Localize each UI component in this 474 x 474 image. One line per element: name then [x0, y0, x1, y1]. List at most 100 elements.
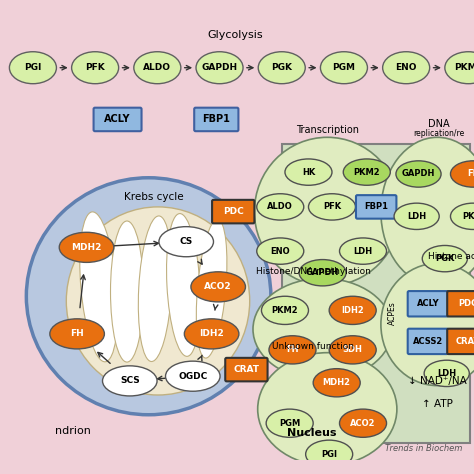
Text: ALDO: ALDO	[143, 63, 171, 72]
Ellipse shape	[50, 319, 104, 349]
FancyBboxPatch shape	[212, 200, 255, 223]
Ellipse shape	[381, 264, 474, 385]
Ellipse shape	[313, 369, 360, 397]
Text: ↑ ATP: ↑ ATP	[422, 400, 453, 410]
Text: ndrion: ndrion	[55, 426, 91, 436]
Text: Histone/DNA methylation: Histone/DNA methylation	[256, 267, 371, 276]
Ellipse shape	[450, 203, 474, 229]
Ellipse shape	[110, 221, 144, 362]
Text: LDH: LDH	[437, 369, 456, 378]
FancyBboxPatch shape	[93, 108, 142, 131]
Ellipse shape	[257, 194, 304, 220]
Ellipse shape	[184, 319, 239, 349]
Ellipse shape	[59, 232, 114, 263]
Ellipse shape	[134, 52, 181, 84]
Text: Histone acetylati: Histone acetylati	[428, 252, 474, 261]
Text: PGK: PGK	[271, 63, 292, 72]
Ellipse shape	[166, 214, 200, 356]
Ellipse shape	[257, 238, 304, 264]
Text: SDH: SDH	[343, 346, 363, 355]
Ellipse shape	[255, 137, 400, 286]
Ellipse shape	[339, 238, 386, 264]
Ellipse shape	[381, 137, 474, 286]
Ellipse shape	[196, 219, 227, 358]
Text: FBP1: FBP1	[202, 114, 230, 125]
Text: Transcription: Transcription	[296, 125, 359, 135]
Ellipse shape	[299, 260, 346, 286]
Text: Trends in Biochem: Trends in Biochem	[384, 444, 462, 453]
Text: LDH: LDH	[354, 246, 373, 255]
Ellipse shape	[343, 159, 390, 185]
Ellipse shape	[309, 194, 356, 220]
FancyBboxPatch shape	[447, 328, 474, 354]
Text: Unknown function: Unknown function	[272, 342, 354, 351]
Ellipse shape	[383, 52, 429, 84]
FancyBboxPatch shape	[408, 328, 448, 354]
Text: PKM: PKM	[463, 212, 474, 221]
Text: MDH2: MDH2	[323, 378, 351, 387]
Ellipse shape	[445, 52, 474, 84]
Text: ACSS2: ACSS2	[413, 337, 443, 346]
Text: PGM: PGM	[332, 63, 356, 72]
Ellipse shape	[258, 52, 305, 84]
Text: OGDC: OGDC	[178, 372, 208, 381]
Ellipse shape	[138, 216, 172, 362]
Ellipse shape	[329, 336, 376, 364]
Ellipse shape	[27, 178, 271, 415]
Text: ENO: ENO	[395, 63, 417, 72]
Ellipse shape	[396, 161, 441, 187]
Text: HK: HK	[302, 168, 315, 177]
Text: FH: FH	[286, 346, 299, 355]
Text: PGK: PGK	[435, 254, 455, 263]
Text: SCS: SCS	[120, 376, 140, 385]
FancyBboxPatch shape	[356, 195, 396, 219]
Ellipse shape	[266, 409, 313, 438]
Ellipse shape	[66, 207, 250, 395]
Text: PGI: PGI	[321, 450, 337, 459]
Text: PKM2: PKM2	[354, 168, 380, 177]
Text: PFK: PFK	[85, 63, 105, 72]
Text: ALDO: ALDO	[267, 202, 293, 211]
FancyBboxPatch shape	[194, 108, 238, 131]
Ellipse shape	[422, 246, 467, 272]
Text: ACLY: ACLY	[104, 114, 131, 125]
Text: GAPDH: GAPDH	[306, 268, 339, 277]
Ellipse shape	[285, 159, 332, 185]
Ellipse shape	[258, 353, 397, 465]
Ellipse shape	[262, 296, 309, 325]
Ellipse shape	[165, 361, 220, 391]
Text: ACO2: ACO2	[204, 283, 232, 292]
Ellipse shape	[269, 336, 316, 364]
Ellipse shape	[339, 409, 386, 438]
Ellipse shape	[424, 360, 469, 386]
FancyBboxPatch shape	[282, 144, 470, 443]
Text: CRAT: CRAT	[455, 337, 474, 346]
Text: DNA: DNA	[428, 119, 450, 129]
Text: CS: CS	[180, 237, 193, 246]
Text: LDH: LDH	[407, 212, 426, 221]
Text: PGM: PGM	[279, 419, 301, 428]
Ellipse shape	[196, 52, 243, 84]
FancyBboxPatch shape	[225, 358, 267, 382]
Text: PDC: PDC	[223, 207, 244, 216]
Ellipse shape	[394, 203, 439, 229]
Text: FH: FH	[70, 329, 84, 338]
Text: CRAT: CRAT	[233, 365, 259, 374]
Text: FBP1: FBP1	[364, 202, 388, 211]
Text: Krebs cycle: Krebs cycle	[124, 192, 184, 202]
Text: MDH2: MDH2	[71, 243, 102, 252]
Text: GAPDH: GAPDH	[402, 170, 435, 179]
Text: replication/re: replication/re	[414, 129, 465, 138]
Ellipse shape	[320, 52, 367, 84]
Ellipse shape	[253, 278, 392, 380]
Text: ENO: ENO	[271, 246, 290, 255]
Text: FH: FH	[467, 170, 474, 179]
Text: IDH2: IDH2	[341, 306, 364, 315]
Text: ACLY: ACLY	[417, 299, 439, 308]
Text: Nucleus: Nucleus	[287, 428, 337, 438]
FancyBboxPatch shape	[408, 291, 448, 317]
Text: PGI: PGI	[24, 63, 42, 72]
Text: PFK: PFK	[323, 202, 341, 211]
Ellipse shape	[329, 296, 376, 325]
Ellipse shape	[159, 227, 213, 257]
